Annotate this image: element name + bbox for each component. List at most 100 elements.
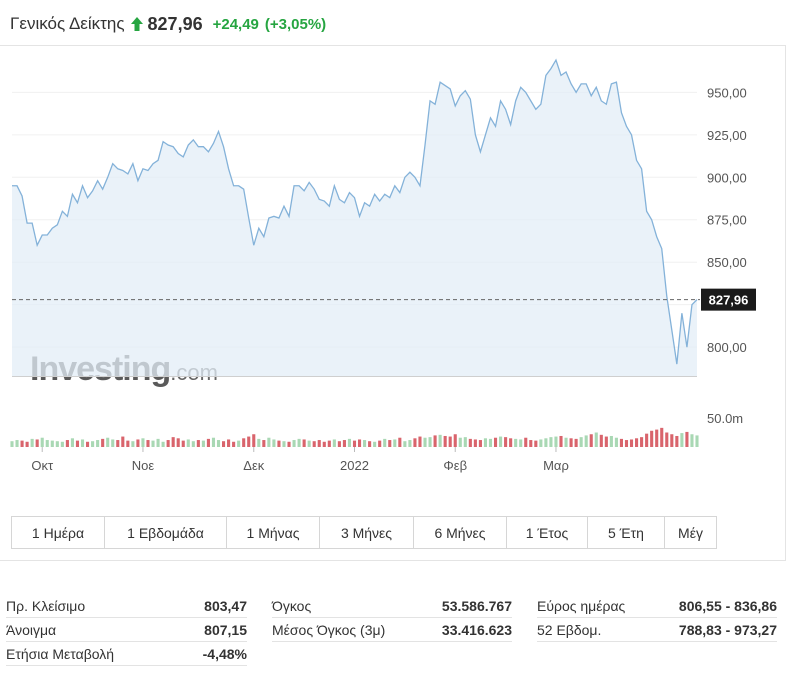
- period-6-months[interactable]: 6 Μήνες: [414, 517, 507, 548]
- volume-bar: [196, 440, 200, 447]
- volume-bar: [544, 438, 548, 447]
- volume-bar: [267, 437, 271, 447]
- stats-column-3: Εύρος ημέρας 806,55 - 836,86 52 Εβδομ. 7…: [537, 594, 777, 642]
- price-change: +24,49: [212, 15, 259, 33]
- y-tick-label: 850,00: [707, 255, 747, 270]
- volume-bar: [433, 435, 437, 447]
- period-1-week[interactable]: 1 Εβδομάδα: [105, 517, 227, 548]
- volume-bar: [675, 435, 679, 447]
- volume-bar: [438, 434, 442, 447]
- volume-bar: [347, 438, 352, 447]
- volume-bar: [227, 439, 231, 447]
- stat-day-range: Εύρος ημέρας 806,55 - 836,86: [537, 594, 777, 618]
- volume-bar: [398, 437, 402, 447]
- volume-bar: [166, 440, 170, 447]
- volume-bar: [534, 440, 538, 447]
- period-1-year[interactable]: 1 Έτος: [507, 517, 588, 548]
- period-3-months[interactable]: 3 Μήνες: [320, 517, 414, 548]
- volume-bar: [55, 441, 59, 447]
- volume-bar: [262, 440, 266, 447]
- y-tick-label: 900,00: [707, 170, 747, 185]
- volume-bar: [242, 438, 246, 447]
- volume-bar: [191, 441, 195, 447]
- volume-bar: [332, 439, 336, 447]
- volume-bar: [514, 438, 518, 447]
- y-tick-label: 800,00: [707, 340, 747, 355]
- volume-bar: [629, 439, 634, 447]
- volume-bar: [96, 440, 100, 447]
- volume-bar: [232, 441, 236, 447]
- volume-bar: [368, 441, 372, 447]
- volume-bar: [277, 440, 281, 447]
- volume-bar: [206, 438, 210, 447]
- x-tick-label: Δεκ: [243, 458, 264, 473]
- volume-bar: [463, 437, 467, 447]
- volume-bar: [519, 439, 523, 447]
- volume-bar: [655, 429, 659, 447]
- volume-bar: [171, 437, 175, 447]
- price-chart[interactable]: Investing.com800,00850,00875,00900,00925…: [0, 0, 800, 520]
- volume-bar: [317, 440, 321, 447]
- volume-bar: [373, 441, 377, 447]
- volume-bar: [509, 438, 513, 447]
- volume-bar: [337, 441, 341, 447]
- volume-bar: [388, 440, 392, 447]
- volume-bar: [574, 438, 578, 447]
- volume-bar: [201, 440, 205, 447]
- volume-axis-label: 50.0m: [707, 411, 743, 426]
- volume-bar: [25, 441, 29, 447]
- period-5-years[interactable]: 5 Έτη: [588, 517, 665, 548]
- volume-bar: [186, 439, 190, 447]
- volume-bar: [443, 435, 447, 447]
- volume-bar: [352, 440, 357, 447]
- index-title: Γενικός Δείκτης: [10, 14, 125, 33]
- price-line: [12, 58, 698, 365]
- volume-bar: [589, 434, 593, 447]
- volume-bar: [121, 436, 125, 447]
- stat-52-week-range: 52 Εβδομ. 788,83 - 973,27: [537, 618, 777, 642]
- period-max[interactable]: Μέγ: [678, 524, 703, 541]
- period-1-month[interactable]: 1 Μήνας: [227, 517, 320, 548]
- volume-bar: [70, 438, 74, 447]
- period-selector: 1 Ημέρα 1 Εβδομάδα 1 Μήνας 3 Μήνες 6 Μήν…: [11, 516, 717, 549]
- volume-bar: [660, 427, 664, 447]
- volume-bar: [650, 430, 654, 447]
- volume-bar: [378, 440, 382, 447]
- volume-bar: [609, 435, 613, 447]
- up-arrow-icon: [130, 17, 143, 31]
- volume-bar: [554, 436, 558, 447]
- volume-bar: [695, 435, 699, 447]
- volume-bar: [322, 441, 326, 447]
- volume-bar: [307, 440, 311, 447]
- volume-bar: [10, 441, 14, 447]
- volume-bar: [40, 437, 44, 447]
- volume-bar: [131, 441, 135, 447]
- volume-bar: [428, 437, 432, 447]
- volume-bar: [156, 438, 160, 447]
- period-1-day[interactable]: 1 Ημέρα: [12, 517, 105, 548]
- volume-bar: [383, 438, 387, 447]
- volume-bar: [680, 433, 684, 447]
- stat-volume: Όγκος 53.586.767: [272, 594, 512, 618]
- volume-bar: [146, 440, 150, 447]
- volume-bar: [579, 437, 583, 447]
- volume-bar: [302, 439, 306, 447]
- volume-bar: [640, 437, 644, 447]
- volume-bar: [539, 439, 543, 447]
- y-tick-label: 950,00: [707, 85, 747, 100]
- volume-bar: [619, 438, 623, 447]
- volume-bar: [111, 439, 115, 447]
- volume-bar: [297, 438, 301, 447]
- volume-bar: [292, 440, 296, 447]
- x-tick-label: 2022: [340, 458, 369, 473]
- volume-bar: [559, 435, 563, 447]
- volume-bar: [50, 440, 54, 447]
- volume-bar: [393, 439, 397, 447]
- stats-column-1: Πρ. Κλείσιμο 803,47 Άνοιγμα 807,15 Ετήσι…: [6, 594, 247, 666]
- volume-bar: [549, 437, 553, 447]
- stat-avg-volume: Μέσος Όγκος (3μ) 33.416.623: [272, 618, 512, 642]
- x-tick-label: Οκτ: [31, 458, 54, 473]
- volume-bar: [569, 438, 573, 447]
- volume-bar: [141, 438, 145, 447]
- volume-bar: [478, 440, 482, 447]
